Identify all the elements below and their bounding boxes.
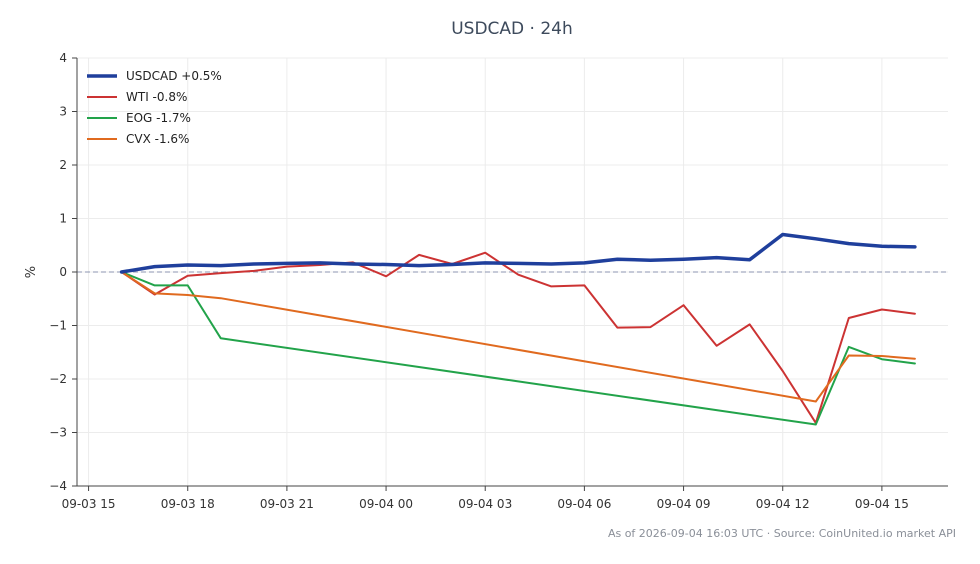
x-tick-label: 09-03 15 (62, 497, 116, 511)
y-tick-label: −4 (49, 479, 67, 493)
y-tick-label: 0 (59, 265, 67, 279)
y-tick-label: −2 (49, 372, 67, 386)
y-axis-label: % (24, 266, 39, 278)
x-tick-label: 09-04 06 (557, 497, 611, 511)
legend: USDCAD +0.5% WTI -0.8% EOG -1.7% CVX -1.6% (87, 69, 222, 146)
x-tick-label: 09-04 12 (756, 497, 810, 511)
footer-note: As of 2026-09-04 16:03 UTC · Source: Coi… (607, 527, 956, 540)
legend-label-2: EOG -1.7% (126, 111, 191, 125)
legend-label-0: USDCAD +0.5% (126, 69, 222, 83)
y-tick-label: −3 (49, 426, 67, 440)
series-line-3 (120, 271, 916, 403)
y-tick-label: −1 (49, 319, 67, 333)
series-line-1 (120, 251, 916, 424)
line-chart: −4 −3 −2 −1 0 1 2 3 4 09-03 15 09-03 18 09-03 21 09-… (24, 51, 948, 511)
y-tick-label: 4 (59, 51, 67, 65)
x-tick-label: 09-04 15 (855, 497, 909, 511)
axis-layer: −4 −3 −2 −1 0 1 2 3 4 09-03 15 09-03 18 09-03 21 09-… (49, 51, 948, 511)
series-layer (119, 232, 917, 426)
legend-label-3: CVX -1.6% (126, 132, 189, 146)
legend-label-1: WTI -0.8% (126, 90, 187, 104)
x-tick-label: 09-04 09 (657, 497, 711, 511)
chart-title: USDCAD · 24h (451, 19, 573, 39)
x-tick-label: 09-03 18 (161, 497, 215, 511)
series-line-2 (120, 271, 916, 426)
series-line-0 (119, 232, 917, 274)
x-tick-label: 09-03 21 (260, 497, 314, 511)
x-tick-label: 09-04 03 (458, 497, 512, 511)
y-tick-label: 2 (59, 158, 67, 172)
y-tick-label: 1 (59, 212, 67, 226)
y-tick-label: 3 (59, 105, 67, 119)
x-tick-label: 09-04 00 (359, 497, 413, 511)
